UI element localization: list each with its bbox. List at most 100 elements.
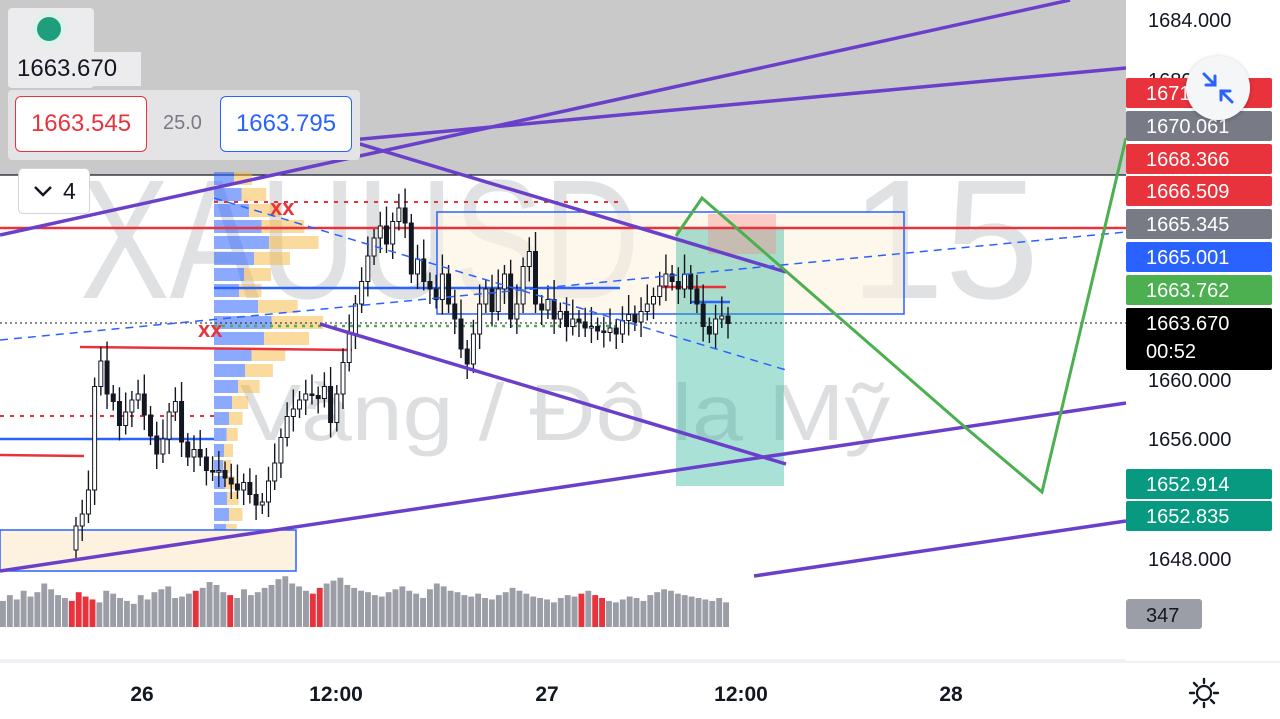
volume-bar — [668, 590, 674, 627]
volume-bar — [654, 592, 661, 627]
volume-bar — [482, 598, 488, 627]
volume-bar — [275, 579, 282, 627]
candle-body — [489, 288, 495, 312]
volume-bar — [158, 589, 165, 627]
volume-tag-text: 347 — [1146, 605, 1179, 627]
candle-body — [501, 273, 507, 290]
time-axis[interactable]: 26 12:00 27 12:00 28 — [130, 683, 963, 706]
volume-bar — [165, 586, 172, 627]
volume-profile-bar — [269, 236, 319, 249]
candle-body — [172, 401, 178, 413]
countdown-tag: 00:52 — [1146, 341, 1196, 363]
volume-bar — [20, 590, 27, 627]
volume-profile-bar — [214, 428, 227, 441]
volume-bar — [365, 592, 371, 627]
volume-bar — [144, 599, 151, 627]
live-status-dot — [37, 17, 61, 41]
candle-body — [216, 470, 222, 473]
volume-tag: 347 — [1126, 599, 1202, 629]
sell-button[interactable]: 1663.545 — [15, 96, 147, 152]
candle-body — [626, 314, 632, 321]
candle-body — [365, 255, 371, 282]
candle-body — [247, 482, 253, 495]
level-line-red — [79, 345, 353, 352]
volume-bar — [716, 598, 723, 627]
volume-profile-bar — [214, 236, 269, 249]
volume-bar — [537, 598, 544, 627]
volume-bar — [103, 590, 110, 627]
volume-bar — [695, 598, 702, 627]
candle-body — [551, 299, 557, 320]
price-tag-label: 1663.670 — [1146, 313, 1229, 335]
volume-bar — [612, 602, 619, 627]
candle-body — [452, 303, 458, 320]
volume-bar — [647, 595, 654, 627]
volume-bar — [337, 577, 344, 627]
channel-line-lower-2 — [753, 519, 1127, 578]
candle-body — [203, 456, 209, 471]
volume-profile-bar — [214, 412, 229, 425]
candle-body — [533, 251, 538, 305]
candle-body — [340, 362, 346, 395]
projection-path — [674, 137, 1128, 495]
candle-body — [719, 315, 725, 320]
candle-body — [446, 273, 452, 305]
candle-body — [290, 408, 296, 417]
buy-button[interactable]: 1663.795 — [220, 96, 352, 152]
time-label: 26 — [130, 683, 153, 706]
candle-body — [595, 326, 601, 332]
volume-profile-bar — [229, 412, 243, 425]
indicators-toggle[interactable]: 4 — [18, 168, 90, 214]
candle-body — [539, 303, 545, 311]
volume-profile-bar — [214, 252, 254, 265]
candle-body — [346, 333, 352, 363]
candle-body — [570, 318, 576, 327]
candle-body — [253, 494, 259, 506]
collapse-fullscreen-button[interactable] — [1186, 56, 1250, 120]
volume-bar — [385, 592, 392, 627]
candle-body — [359, 281, 365, 305]
candle-body — [421, 258, 427, 282]
trendlines — [0, 0, 1128, 578]
price-tag-background — [1126, 469, 1272, 499]
candle-body — [141, 393, 147, 416]
volume-bar — [34, 592, 41, 627]
volume-bar — [41, 583, 48, 627]
candle-body — [197, 449, 203, 458]
candle-body — [135, 393, 141, 401]
candle-body — [116, 401, 122, 426]
volume-bar — [137, 595, 144, 627]
volume-profile-bar — [264, 332, 309, 345]
volume-bar — [550, 602, 557, 627]
volume-profile-bar — [244, 268, 271, 281]
volume-bar — [344, 584, 351, 627]
settings-gear-icon[interactable] — [1188, 677, 1220, 709]
candle-body — [334, 393, 340, 423]
candle-body — [377, 225, 383, 239]
candle-body — [210, 470, 216, 473]
volume-profile-bar — [223, 460, 232, 473]
volume-bar — [241, 589, 247, 627]
candle-body — [396, 207, 402, 222]
volume-bar — [606, 600, 612, 627]
candle-body — [98, 360, 104, 387]
volume-bar — [192, 590, 199, 627]
volume-bar — [55, 595, 61, 627]
volume-profile-bar — [214, 204, 249, 217]
volume-bar — [530, 596, 537, 627]
volume-bar — [674, 593, 681, 627]
candle-body — [123, 411, 129, 426]
channel-line-lower-1 — [0, 401, 1127, 573]
volume-profile-bar — [245, 364, 273, 377]
candle-body — [619, 320, 625, 335]
volume-bar — [6, 595, 13, 627]
price-tag-background — [1126, 209, 1272, 239]
volume-bar — [234, 598, 241, 627]
volume-profile-bar — [261, 220, 305, 233]
time-label: 28 — [939, 683, 963, 706]
volume-bar — [261, 587, 268, 627]
volume-profile-bar — [214, 508, 229, 521]
volume-bar — [27, 596, 34, 627]
volume-tag-background — [1126, 599, 1202, 629]
candle-body — [383, 225, 389, 245]
